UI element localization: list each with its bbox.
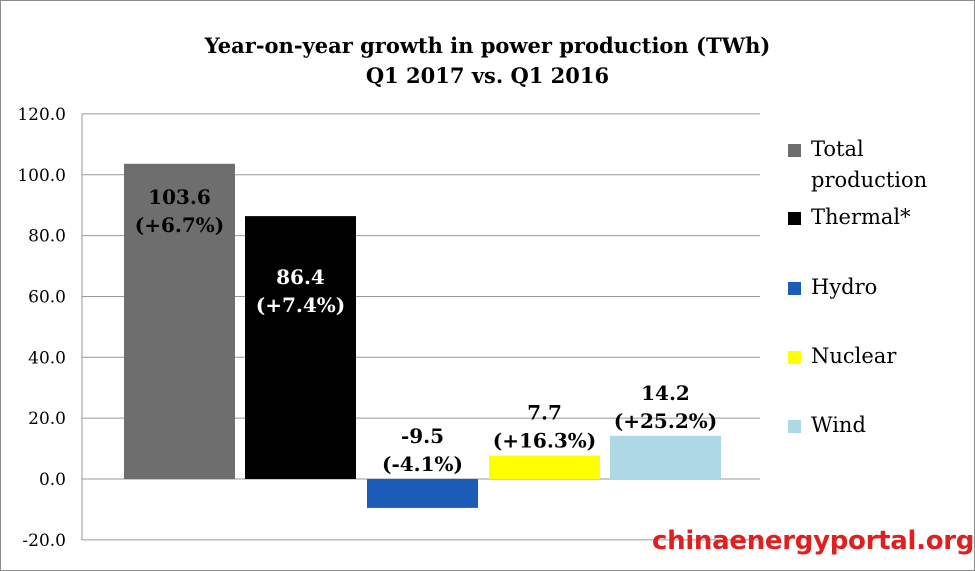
bar-nuclear — [489, 455, 600, 479]
chart-title: Year-on-year growth in power production … — [204, 33, 771, 58]
legend-label: Nuclear — [811, 344, 897, 368]
data-label-percent: (+16.3%) — [493, 429, 596, 453]
data-label-percent: (+25.2%) — [614, 409, 717, 433]
data-label-percent: (+6.7%) — [135, 213, 224, 237]
chart-subtitle: Q1 2017 vs. Q1 2016 — [365, 63, 610, 88]
legend-label: Total production — [811, 137, 928, 192]
y-tick-label: 20.0 — [28, 409, 66, 429]
data-label-percent: (-4.1%) — [382, 452, 463, 476]
y-tick-label: 100.0 — [17, 166, 66, 186]
y-tick-label: 0.0 — [39, 470, 66, 490]
bar-total-production — [124, 163, 235, 479]
data-label-value: 103.6 — [148, 185, 211, 209]
legend-swatch — [788, 420, 801, 433]
data-label-value: -9.5 — [401, 424, 444, 448]
legend-label: Hydro — [811, 275, 878, 299]
y-tick-label: 120.0 — [17, 105, 66, 125]
legend-swatch — [788, 212, 801, 225]
y-tick-label: 80.0 — [28, 227, 66, 247]
legend-swatch — [788, 144, 801, 157]
data-label-percent: (+7.4%) — [256, 293, 345, 317]
watermark: chinaenergyportal.org — [652, 526, 975, 556]
data-label-value: 86.4 — [276, 265, 325, 289]
legend-swatch — [788, 351, 801, 364]
legend-swatch — [788, 282, 801, 295]
legend-label: Thermal* — [811, 205, 911, 229]
y-tick-label: 60.0 — [28, 287, 66, 307]
y-tick-label: -20.0 — [22, 531, 66, 551]
data-label-value: 7.7 — [527, 401, 562, 425]
y-tick-label: 40.0 — [28, 348, 66, 368]
legend-label: Wind — [811, 413, 866, 437]
bar-hydro — [367, 479, 478, 508]
bar-thermal — [245, 216, 356, 480]
bar-wind — [610, 435, 721, 479]
data-label-value: 14.2 — [641, 381, 690, 405]
